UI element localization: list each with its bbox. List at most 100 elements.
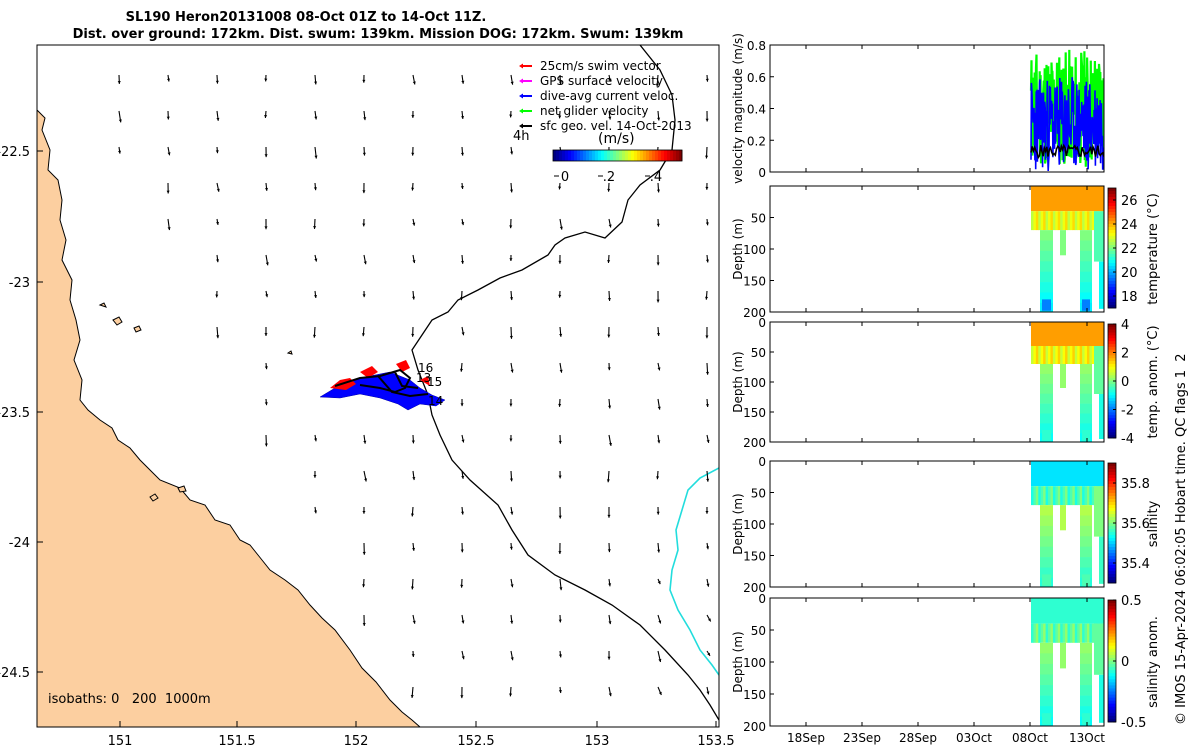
heat-cell [1031, 486, 1034, 506]
heat-cell [1062, 623, 1066, 643]
arrow-head [215, 294, 219, 298]
arrow-head [411, 333, 415, 337]
heat-cell [1067, 486, 1071, 506]
arrow-head [362, 510, 366, 514]
heat-cell [1038, 346, 1042, 364]
arrow-head [363, 261, 367, 265]
arrow-head [705, 259, 710, 263]
arrow-head [363, 440, 367, 444]
heat-cell [1086, 211, 1090, 231]
arrow-head [558, 475, 562, 479]
ytick-label: 150 [743, 550, 766, 564]
arrow-head [412, 620, 416, 624]
arrow-head [461, 332, 465, 336]
heat-cell [1060, 623, 1064, 643]
arrow-head [510, 369, 514, 373]
arrow-head [313, 295, 318, 298]
heat-cell [1080, 282, 1092, 293]
heat-cell [1040, 685, 1053, 696]
arrow-head [657, 580, 661, 585]
arrow-head [216, 188, 220, 192]
arrow-head [657, 406, 661, 410]
heat-cell [1040, 515, 1053, 527]
heat-cell [1072, 486, 1076, 506]
arrow-head [460, 695, 464, 699]
heat-cell [1040, 486, 1044, 506]
arrow-head [608, 405, 612, 409]
heat-cell [1040, 623, 1044, 643]
arrow-head [265, 294, 269, 298]
heat-cell [1080, 674, 1092, 686]
heat-cell [1033, 211, 1037, 231]
arrow-head [509, 335, 513, 339]
heat-cell [1080, 271, 1092, 283]
time-tick-label: 13Oct [1069, 731, 1105, 745]
colorbar-title: (m/s) [598, 131, 635, 147]
arrow-head [166, 116, 170, 120]
heat-cell [1045, 623, 1049, 643]
arrow-head [558, 186, 562, 190]
legend-item-label: 25cm/s swim vector [540, 59, 661, 73]
heat-cell [1060, 486, 1064, 506]
arrow-head [509, 438, 513, 442]
arrow-head [509, 546, 513, 550]
ytick-label: 150 [743, 688, 766, 702]
arrow-head [117, 81, 121, 84]
heat-cell [1079, 346, 1083, 364]
colorbar-tick-label: 35.8 [1121, 477, 1150, 492]
heat-cell [1031, 322, 1104, 346]
arrow-head [362, 79, 366, 83]
arrow-head [657, 440, 661, 444]
heat-cell [1040, 546, 1053, 558]
arrow-head [461, 475, 465, 479]
heat-cell [1052, 486, 1056, 506]
arrow-head [460, 511, 465, 515]
arrow-head [362, 623, 366, 626]
arrow-head [264, 366, 268, 370]
colorbar-tick-label: 24 [1121, 218, 1138, 233]
heat-cell [1033, 486, 1037, 506]
colorbar-tick: 0 [561, 170, 569, 185]
heat-cell [1080, 695, 1092, 707]
colorbar-tick-label: 4 [1121, 318, 1129, 333]
heat-cell [1040, 271, 1053, 283]
heat-cell [1040, 383, 1053, 394]
heat-cell [1045, 211, 1049, 231]
arrow-head [313, 187, 317, 191]
arrow-head [510, 657, 514, 661]
heat-cell [1040, 240, 1053, 252]
colorbar-tick-label: 2 [1121, 347, 1129, 362]
heat-cell [1074, 346, 1078, 364]
arrow-head [656, 476, 660, 480]
heat-cell [1080, 423, 1092, 434]
heat-cell [1099, 536, 1104, 584]
arrow-head [412, 81, 416, 85]
heat-cell [1048, 486, 1051, 506]
heat-cell [1055, 623, 1059, 643]
heat-cell [1099, 674, 1104, 723]
heat-cell [1099, 394, 1104, 439]
heat-cell [1040, 525, 1053, 537]
colorbar-label: temperature (°C) [1146, 193, 1161, 305]
arrow-head [704, 296, 709, 300]
map-ytick-label: -24 [9, 536, 30, 551]
heat-cell [1043, 623, 1046, 643]
heat-cell [1080, 292, 1092, 304]
heat-cell [1062, 486, 1066, 506]
heat-cell [1040, 346, 1044, 364]
isobaths-label: isobaths: 0 200 1000m [48, 692, 211, 707]
day-label-16: 16 [418, 361, 433, 375]
arrow-head [607, 298, 611, 301]
surface-velocity-arrows [117, 74, 712, 699]
arrow-head [362, 223, 366, 227]
heat-cell [1080, 546, 1092, 558]
ytick-label: 0.4 [747, 103, 766, 117]
colorbar-tick-label: 0 [1121, 375, 1129, 390]
arrow-head [364, 478, 368, 482]
arrow-head [264, 402, 268, 406]
heat-cell [1040, 403, 1053, 414]
speed-colorbar: 0 .2 .4 [552, 149, 683, 185]
arrow-head [167, 227, 171, 231]
heat-cell [1042, 574, 1051, 586]
